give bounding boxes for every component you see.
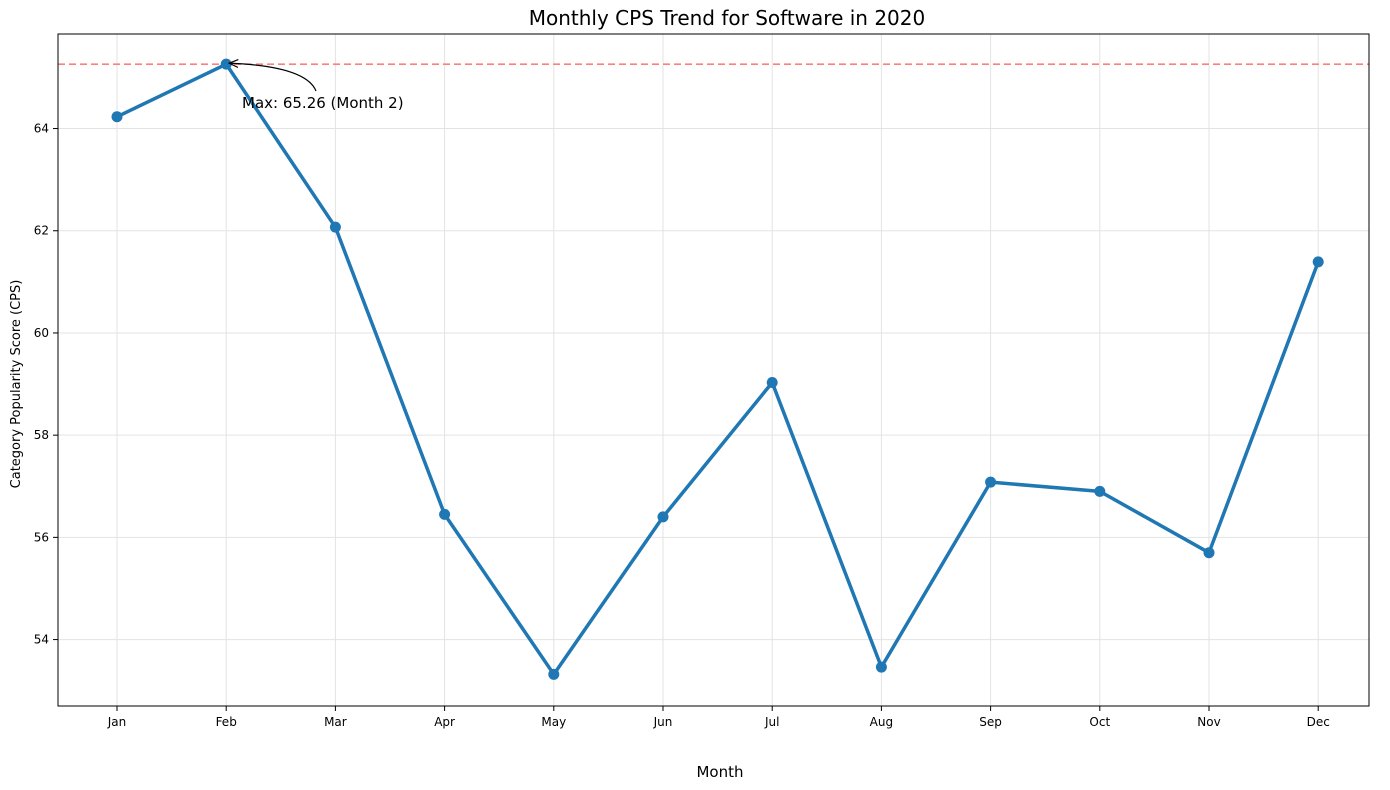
annotation-arrow [229,63,317,92]
x-tick-label: Feb [216,715,237,729]
y-tick-label: 56 [34,530,49,544]
x-tick-label: Jan [107,715,127,729]
data-point [985,476,997,488]
data-point [766,377,778,389]
x-tick-label: Apr [434,715,455,729]
data-point [548,668,560,680]
x-tick-label: Nov [1197,715,1220,729]
x-axis-label: Month [696,763,743,781]
data-point [875,661,887,673]
data-point [1094,485,1106,497]
x-tick-label: Dec [1307,715,1330,729]
y-tick-label: 58 [34,428,49,442]
max-annotation: Max: 65.26 (Month 2) [242,94,404,112]
y-axis-label: Category Popularity Score (CPS) [9,280,24,489]
y-tick-label: 60 [34,326,49,340]
x-tick-label: Jun [653,715,673,729]
series-group [111,58,1324,680]
data-point [111,111,123,123]
data-point [1312,256,1324,268]
x-tick-label: May [541,715,566,729]
x-tick-label: Jul [764,715,779,729]
data-point [439,508,451,520]
y-tick-label: 62 [34,224,49,238]
x-tick-label: Aug [870,715,893,729]
y-tick-label: 54 [34,633,49,647]
x-tick-label: Oct [1089,715,1110,729]
data-point [657,511,669,523]
y-tick-label: 64 [34,122,49,136]
x-tick-label: Sep [979,715,1002,729]
chart-title: Monthly CPS Trend for Software in 2020 [529,6,925,30]
series-line [115,62,1320,677]
annotation-group: Max: 65.26 (Month 2) [229,63,404,112]
grid [58,34,1369,706]
data-point [329,221,341,233]
plot-frame [57,33,1370,707]
data-point [220,58,232,70]
x-tick-label: Mar [324,715,347,729]
axis-ticks: Jan Feb Mar Apr May Jun Jul Aug Sep Oct Nov Dec 54 56… [34,122,1330,729]
data-point [1203,547,1215,559]
